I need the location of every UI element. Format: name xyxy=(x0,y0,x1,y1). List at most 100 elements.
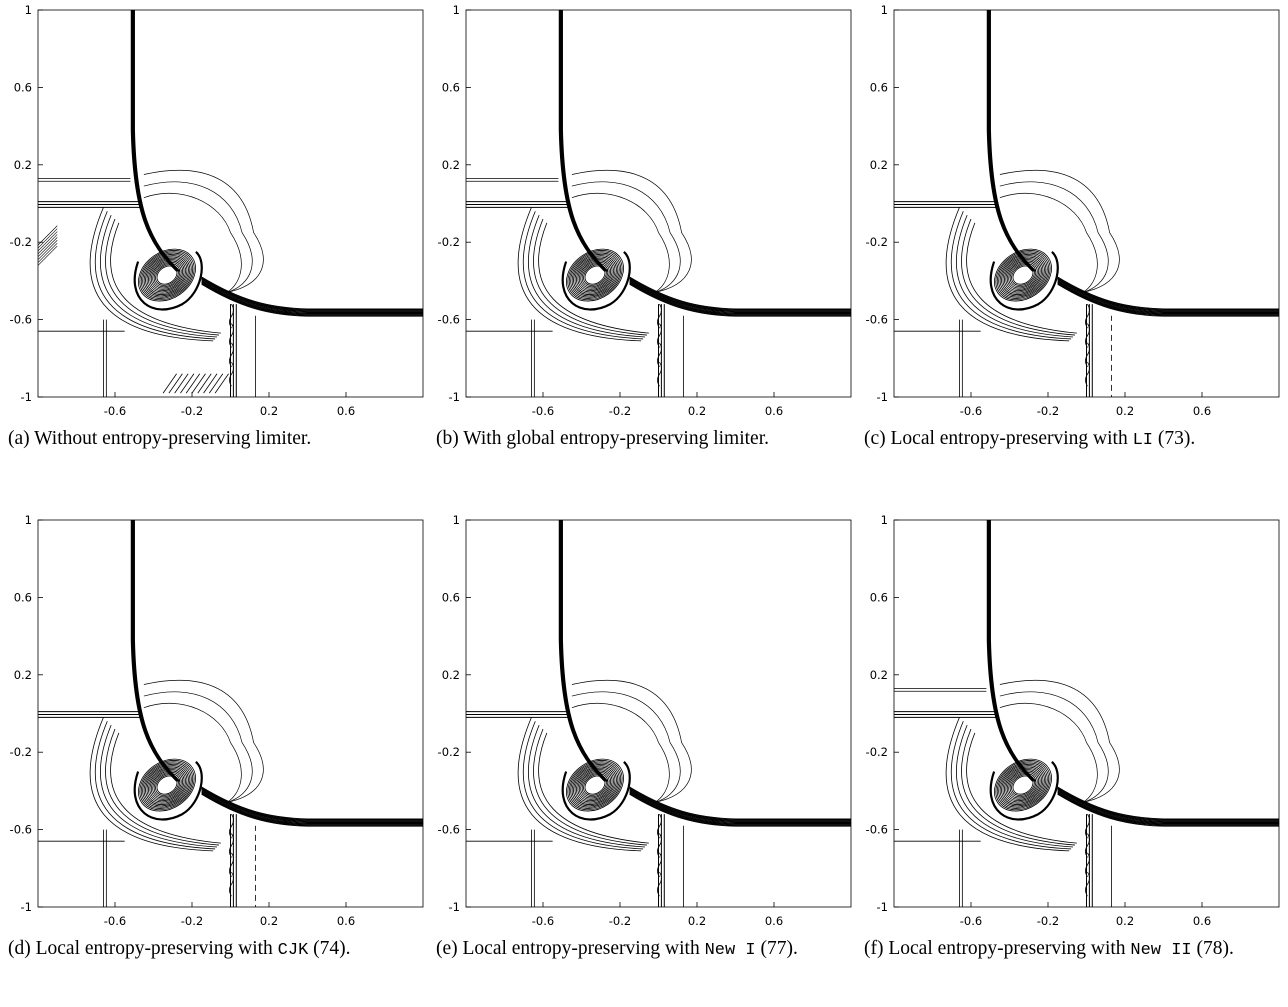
shock-contour-horizontal xyxy=(629,279,851,313)
shock-contour-horizontal xyxy=(629,282,851,315)
vortex-outer-ring xyxy=(561,761,631,821)
axes-frame xyxy=(893,9,1280,398)
caption-b: (b) With global entropy-preserving limit… xyxy=(436,427,856,452)
y-tick-label: -1 xyxy=(877,900,888,914)
panel-f: 1 0.6 0.2 -0.2 -0.6 -1 -0.6 -0.2 0.2 0.6 (f) Loca… xyxy=(856,510,1281,1000)
noise-hatch xyxy=(197,373,212,394)
arc-contour xyxy=(966,222,1077,334)
vortex-contour xyxy=(1005,259,1041,292)
vortex-contour xyxy=(1004,767,1042,803)
noise-hatch xyxy=(191,373,206,394)
vortex-contour xyxy=(1002,766,1044,804)
arc-contour xyxy=(100,724,218,848)
shock-contour-horizontal xyxy=(201,793,423,827)
x-tick-label: -0.6 xyxy=(960,404,982,418)
arc-contour xyxy=(945,717,1070,852)
vortex-contour xyxy=(570,762,620,808)
caption-f-text: (f) Local entropy-preserving with xyxy=(864,938,1131,959)
shock-contour-vertical xyxy=(558,520,606,782)
shock-contour-horizontal xyxy=(201,282,423,315)
vortex-contour xyxy=(996,761,1050,809)
panel-a: 1 0.6 0.2 -0.2 -0.6 -1 -0.6 -0.2 0.2 0.6 (a) With… xyxy=(0,0,425,490)
vortex-contour xyxy=(583,774,607,796)
noise-hatch xyxy=(214,373,229,394)
shock-contour-horizontal xyxy=(201,792,423,826)
vortex-contour xyxy=(143,763,191,807)
arc-contour xyxy=(966,732,1077,844)
y-tick-label: -0.2 xyxy=(10,745,32,759)
shock-contour-vertical xyxy=(561,10,609,272)
caption-e-text: (e) Local entropy-preserving with xyxy=(436,938,705,959)
panel-b: 1 0.6 0.2 -0.2 -0.6 -1 -0.6 -0.2 0.2 0.6 (b) With… xyxy=(428,0,853,490)
x-tick-label: 0.6 xyxy=(765,914,783,928)
vortex-contour xyxy=(146,766,188,804)
y-tick-label: 0.2 xyxy=(870,668,888,682)
shock-contour-horizontal xyxy=(201,280,423,314)
arc-contour xyxy=(950,211,1072,340)
axes-frame xyxy=(893,519,1280,908)
shock-contour-horizontal xyxy=(1057,793,1279,827)
shock-contour-vertical xyxy=(130,10,178,272)
caption-c-code: LI xyxy=(1132,431,1153,450)
wiggle-contour xyxy=(657,303,662,329)
vortex-contour xyxy=(995,250,1051,301)
x-tick-label: -0.2 xyxy=(1037,404,1059,418)
y-tick-label: -1 xyxy=(449,900,460,914)
vortex-contour xyxy=(578,260,612,290)
shock-contour-vertical xyxy=(989,520,1037,782)
y-tick-label: 0.2 xyxy=(442,668,460,682)
vortex-contour xyxy=(145,765,189,805)
shock-contour-vertical xyxy=(561,520,608,782)
vortex-contour xyxy=(1006,260,1040,290)
caption-b-text: (b) With global entropy-preserving limit… xyxy=(436,428,769,449)
vortex-contour xyxy=(998,252,1048,298)
shock-contour-vertical xyxy=(559,10,607,272)
y-tick-label: 0.6 xyxy=(442,590,460,604)
arc-contour xyxy=(110,732,221,844)
wiggle-contour xyxy=(229,813,234,839)
noise-hatch xyxy=(38,245,58,266)
vortex-contour xyxy=(1009,773,1037,798)
vortex-contour xyxy=(1008,771,1038,799)
x-tick-label: -0.6 xyxy=(960,914,982,928)
wiggle-contour xyxy=(657,361,662,387)
shock-contour-horizontal xyxy=(1057,789,1279,823)
outer-contour xyxy=(999,170,1120,293)
shock-contour-horizontal xyxy=(629,281,851,314)
y-tick-label: 1 xyxy=(881,513,888,527)
y-tick-label: -0.2 xyxy=(438,235,460,249)
vortex-contour xyxy=(581,263,609,288)
wiggle-contour xyxy=(657,813,662,839)
vortex-contour xyxy=(574,256,616,294)
shock-contour-horizontal xyxy=(201,791,423,824)
vortex-contour xyxy=(568,761,622,809)
vortex-contour xyxy=(571,763,619,807)
shock-contour-horizontal xyxy=(629,792,851,825)
y-tick-label: -0.6 xyxy=(866,313,888,327)
shock-contour-horizontal xyxy=(201,277,423,311)
vortex-contour xyxy=(140,251,194,299)
shock-contour-vertical xyxy=(560,520,607,782)
y-tick-label: -1 xyxy=(21,390,32,404)
caption-e: (e) Local entropy-preserving with New I … xyxy=(436,937,856,962)
plot-area: 1 0.6 0.2 -0.2 -0.6 -1 -0.6 -0.2 0.2 0.6 xyxy=(866,513,1280,928)
shock-contour-vertical xyxy=(988,520,1035,782)
axes-frame xyxy=(37,519,424,908)
shock-contour-horizontal xyxy=(201,279,423,313)
caption-d: (d) Local entropy-preserving with CJK (7… xyxy=(8,937,428,962)
vortex-contour xyxy=(139,760,195,811)
shock-contour-horizontal xyxy=(629,282,851,316)
shock-contour-horizontal xyxy=(1057,281,1279,314)
vortex-contour xyxy=(1009,263,1037,288)
y-tick-label: 1 xyxy=(25,3,32,17)
x-tick-label: -0.2 xyxy=(609,914,631,928)
shock-contour-vertical xyxy=(559,10,606,272)
wiggle-contour xyxy=(229,361,234,387)
arc-contour xyxy=(538,222,649,334)
outer-contour xyxy=(571,703,670,803)
outer-contour xyxy=(999,193,1098,293)
vortex-contour xyxy=(581,773,609,798)
noise-hatch xyxy=(203,373,218,394)
vortex-outer-ring xyxy=(989,251,1059,311)
arc-contour xyxy=(950,721,1072,850)
